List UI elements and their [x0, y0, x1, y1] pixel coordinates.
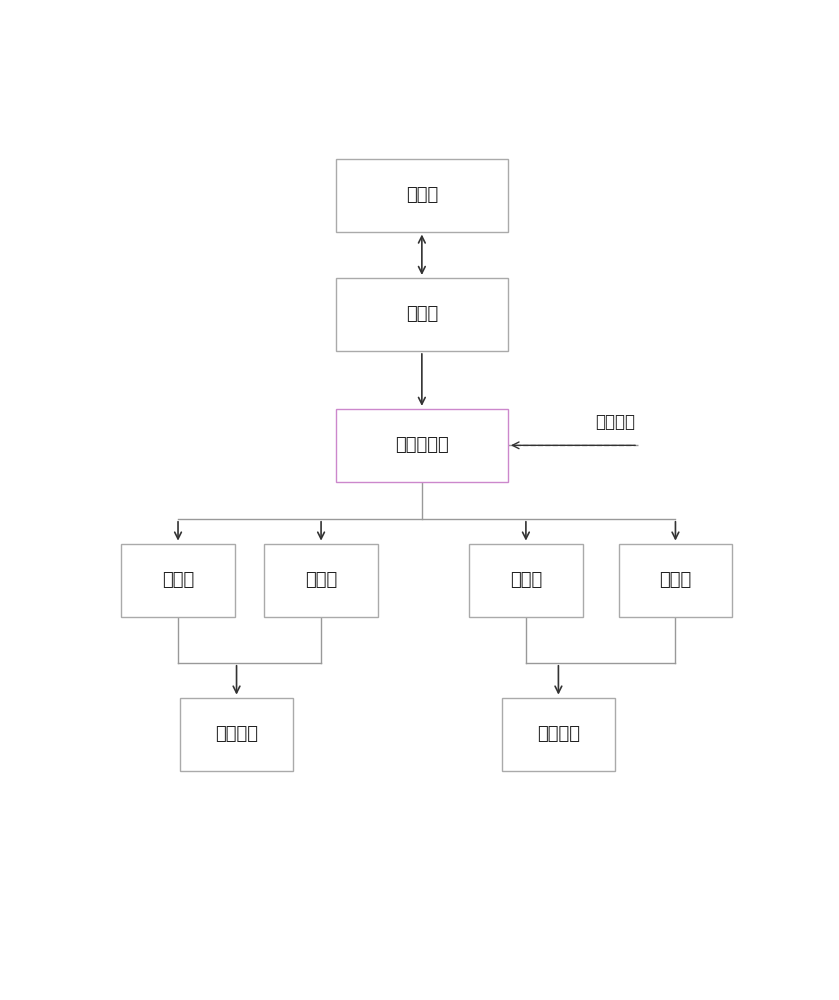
Bar	[502, 698, 615, 771]
Bar	[121, 544, 235, 617]
Text: 排水阀: 排水阀	[510, 571, 542, 589]
Text: 补水阀: 补水阀	[162, 571, 194, 589]
Text: 系统排水: 系统排水	[537, 725, 580, 743]
Bar	[618, 544, 732, 617]
Text: 系统补水: 系统补水	[215, 725, 258, 743]
Bar	[336, 278, 508, 351]
Text: 单元控制器: 单元控制器	[395, 436, 449, 454]
Bar	[336, 409, 508, 482]
Text: 集控器: 集控器	[406, 305, 438, 323]
Bar	[180, 698, 294, 771]
Text: 补水泵: 补水泵	[305, 571, 337, 589]
Text: 液位信号: 液位信号	[595, 413, 635, 431]
Text: 上位机: 上位机	[406, 186, 438, 204]
Bar	[336, 158, 508, 232]
Bar	[469, 544, 583, 617]
Bar	[264, 544, 378, 617]
Text: 排水泵: 排水泵	[659, 571, 691, 589]
